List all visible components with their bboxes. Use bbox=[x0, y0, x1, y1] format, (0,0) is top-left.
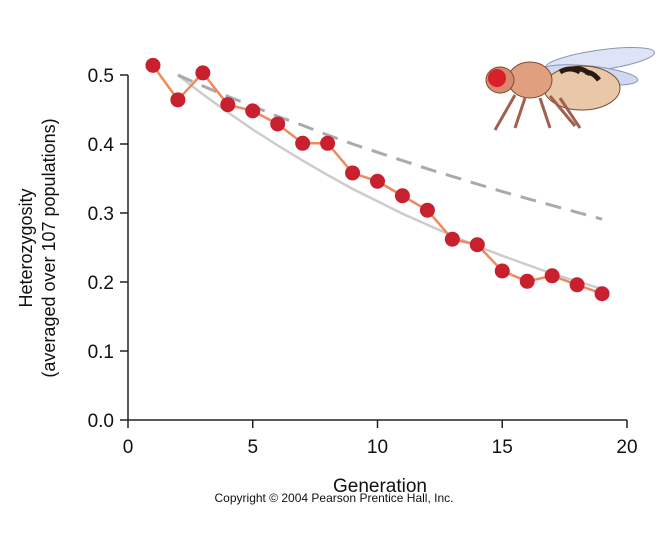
x-tick-label: 15 bbox=[492, 437, 513, 458]
data-point bbox=[544, 268, 560, 284]
y-tick-label: 0.0 bbox=[88, 411, 114, 432]
copyright-notice: Copyright © 2004 Pearson Prentice Hall, … bbox=[214, 491, 454, 505]
y-axis-label: Heterozygosity bbox=[16, 188, 36, 307]
x-tick-label: 0 bbox=[123, 437, 134, 458]
data-point bbox=[394, 188, 410, 204]
y-tick-label: 0.2 bbox=[88, 273, 114, 294]
data-point bbox=[270, 116, 286, 132]
data-point bbox=[569, 277, 585, 293]
data-point bbox=[519, 273, 535, 289]
series bbox=[145, 57, 610, 302]
data-point bbox=[170, 92, 186, 108]
x-axis-label: Generation bbox=[333, 476, 427, 497]
fruit-fly-illustration bbox=[485, 46, 655, 131]
data-point bbox=[245, 103, 261, 119]
data-point bbox=[594, 286, 610, 302]
data-point bbox=[145, 57, 161, 73]
data-point bbox=[295, 135, 311, 151]
axes: 0 5 10 15 20 0.0 0.1 0.2 0.3 0.4 0.5 bbox=[88, 66, 638, 458]
data-point bbox=[444, 231, 460, 247]
x-tick-label: 5 bbox=[247, 437, 258, 458]
data-point bbox=[345, 165, 361, 181]
data-point bbox=[494, 263, 510, 279]
data-point bbox=[195, 65, 211, 81]
data-point bbox=[469, 237, 485, 253]
data-point bbox=[220, 97, 236, 113]
y-tick-label: 0.3 bbox=[88, 204, 114, 225]
y-axis-label-sub: (averaged over 107 populations) bbox=[39, 118, 59, 377]
x-tick-label: 10 bbox=[367, 437, 388, 458]
x-tick-label: 20 bbox=[616, 437, 637, 458]
y-tick-label: 0.5 bbox=[88, 66, 114, 87]
data-point bbox=[320, 135, 336, 151]
solid-expected-curve bbox=[177, 74, 603, 291]
y-tick-label: 0.1 bbox=[88, 342, 114, 363]
data-point bbox=[419, 202, 435, 218]
dashed-expected-curve bbox=[177, 73, 603, 221]
data-point bbox=[370, 173, 385, 189]
y-tick-label: 0.4 bbox=[88, 135, 115, 156]
